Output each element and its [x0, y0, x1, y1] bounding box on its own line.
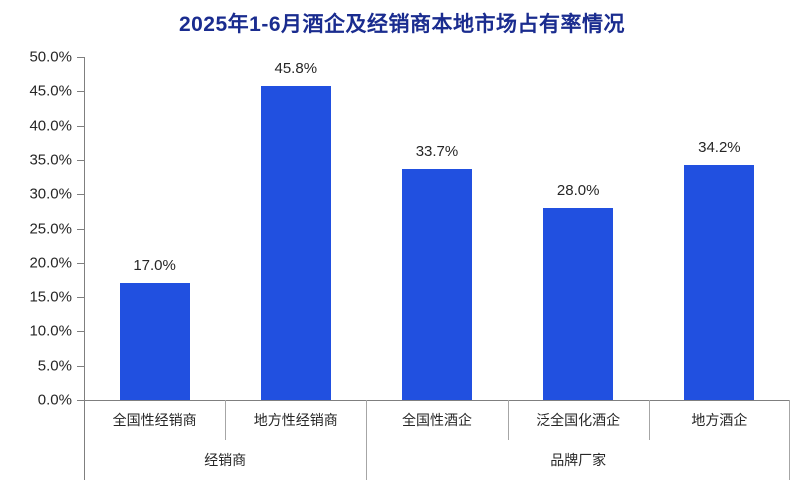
y-tick-mark	[77, 297, 84, 299]
bar-value-label: 33.7%	[415, 142, 459, 160]
bar-泛全国化酒企	[543, 207, 614, 400]
x-category-label-全国性经销商: 全国性经销商	[112, 412, 197, 428]
category-separator	[225, 400, 227, 440]
x-category-label-地方性经销商: 地方性经销商	[253, 412, 338, 428]
y-tick-label: 15.0%	[29, 288, 72, 306]
chart-title: 2025年1-6月酒企及经销商本地市场占有率情况	[178, 13, 626, 36]
y-axis-line	[84, 57, 85, 480]
group-separator	[366, 400, 368, 480]
y-tick-label: 25.0%	[29, 220, 72, 237]
bar-全国性酒企	[402, 168, 472, 400]
band-right-border	[789, 400, 790, 480]
bar-value-label: 28.0%	[556, 181, 600, 199]
y-tick-label: 50.0%	[29, 48, 72, 66]
y-tick-mark	[77, 159, 84, 161]
bar-地方性经销商	[260, 85, 331, 400]
y-tick-mark	[77, 194, 84, 196]
x-category-label-全国性酒企: 全国性酒企	[401, 412, 472, 428]
x-group-label-经销商: 经销商	[204, 452, 247, 468]
y-tick-mark	[77, 125, 84, 127]
y-tick-mark	[77, 400, 84, 401]
category-separator	[507, 400, 509, 440]
category-separator	[648, 400, 650, 440]
x-group-label-品牌厂家: 品牌厂家	[550, 452, 607, 468]
y-tick-mark	[77, 91, 84, 93]
y-tick-label: 40.0%	[29, 117, 72, 135]
bar-value-label: 34.2%	[698, 139, 741, 157]
y-tick-mark	[77, 331, 84, 333]
y-tick-mark	[77, 365, 84, 367]
bar-value-label: 17.0%	[133, 257, 176, 275]
bar-地方酒企	[684, 165, 755, 400]
y-tick-mark	[77, 228, 84, 230]
y-tick-label: 45.0%	[29, 82, 72, 100]
bar-value-label: 45.8%	[274, 59, 318, 77]
plot-area: 0.0% 5.0% 10.0% 15.0% 20.0% 25.0% 30.0% 35.0% 40…	[29, 49, 790, 480]
x-axis-baseline	[84, 400, 790, 401]
y-tick-mark	[77, 57, 84, 58]
bar-全国性经销商	[119, 283, 190, 400]
x-category-label-地方酒企: 地方酒企	[691, 412, 748, 428]
y-tick-label: 35.0%	[29, 151, 72, 169]
x-category-label-泛全国化酒企: 泛全国化酒企	[536, 412, 621, 428]
y-tick-label: 0.0%	[37, 391, 72, 409]
y-tick-label: 30.0%	[29, 185, 72, 203]
y-tick-label: 10.0%	[29, 322, 72, 340]
y-tick-label: 5.0%	[37, 357, 72, 375]
y-tick-label: 20.0%	[29, 254, 72, 272]
y-tick-mark	[77, 262, 84, 264]
